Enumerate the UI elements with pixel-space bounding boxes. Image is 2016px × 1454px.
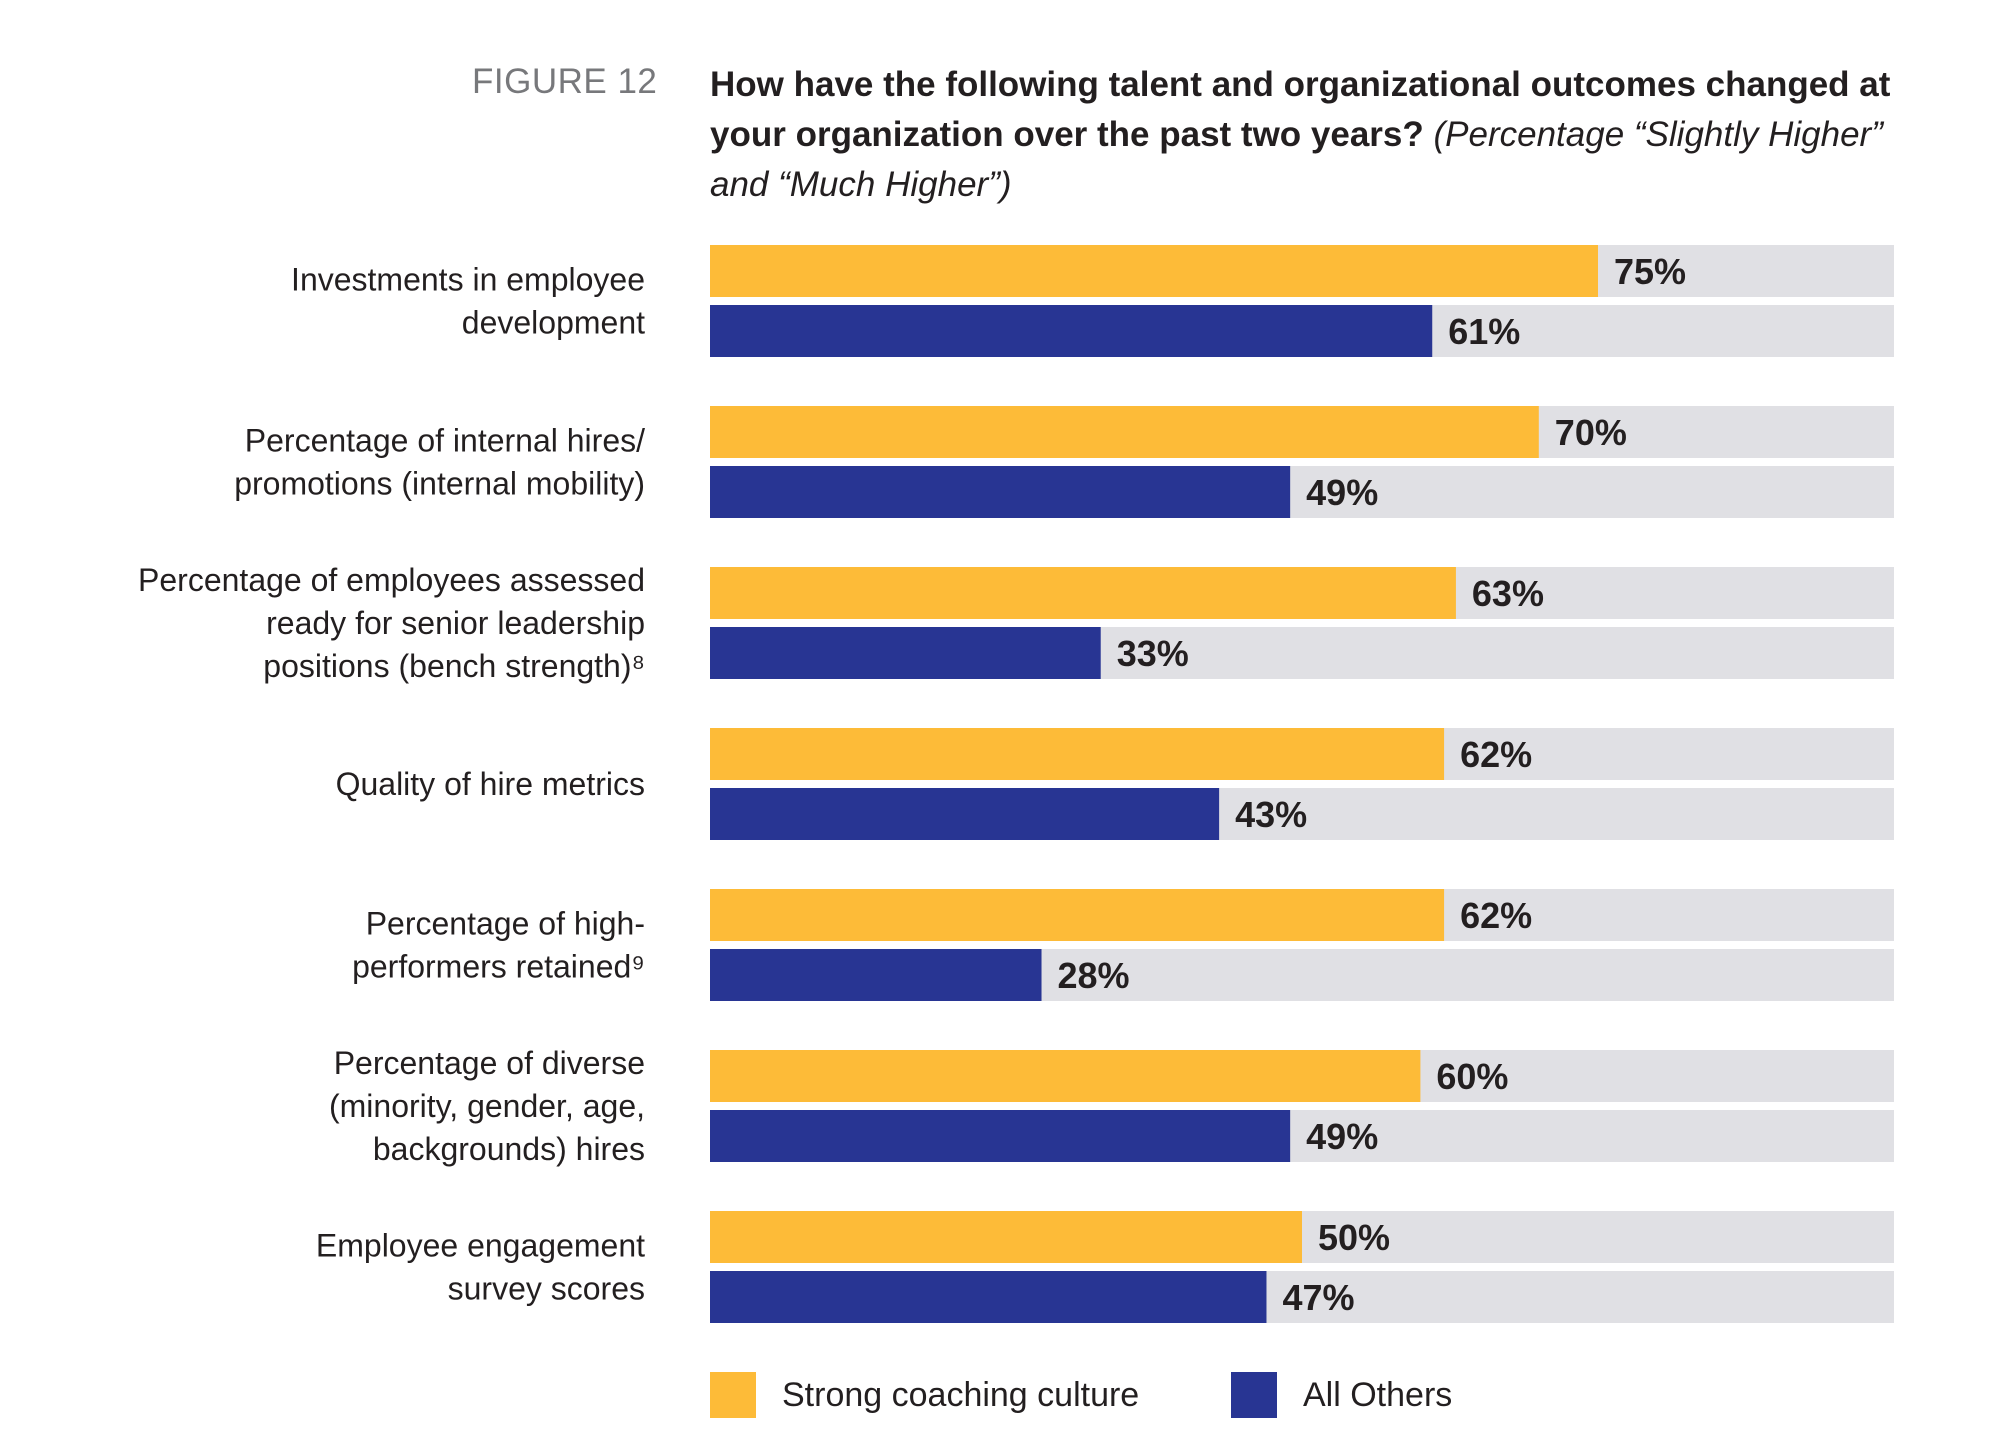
data-label-others: 33% bbox=[1117, 633, 1189, 674]
category-label: Percentage of employees assessed bbox=[138, 562, 645, 598]
data-label-others: 49% bbox=[1306, 1116, 1378, 1157]
bar-strong bbox=[710, 1050, 1421, 1102]
bar-others bbox=[710, 1110, 1291, 1162]
category-label: positions (bench strength)⁸ bbox=[263, 648, 645, 684]
bar-others bbox=[710, 627, 1101, 679]
category-label: Investments in employee bbox=[291, 262, 645, 298]
bar-strong bbox=[710, 406, 1539, 458]
category-label: promotions (internal mobility) bbox=[234, 466, 645, 502]
category-label: ready for senior leadership bbox=[266, 605, 645, 641]
bar-others bbox=[710, 466, 1291, 518]
data-label-strong: 60% bbox=[1436, 1056, 1508, 1097]
data-label-strong: 63% bbox=[1472, 573, 1544, 614]
bar-strong bbox=[710, 567, 1456, 619]
figure-label: FIGURE 12 bbox=[472, 62, 658, 101]
category-label: development bbox=[462, 305, 645, 341]
category-label: Percentage of high- bbox=[366, 906, 645, 942]
category-label: performers retained⁹ bbox=[352, 949, 645, 985]
chart-title: How have the following talent and organi… bbox=[710, 60, 1940, 210]
bar-strong bbox=[710, 728, 1445, 780]
legend-swatch-others bbox=[1231, 1372, 1277, 1418]
category-label: backgrounds) hires bbox=[373, 1131, 645, 1167]
data-label-others: 61% bbox=[1448, 311, 1520, 352]
data-label-others: 47% bbox=[1282, 1277, 1354, 1318]
category-label: Percentage of diverse bbox=[334, 1045, 645, 1081]
data-label-others: 43% bbox=[1235, 794, 1307, 835]
category-label: survey scores bbox=[448, 1271, 645, 1307]
data-label-strong: 50% bbox=[1318, 1217, 1390, 1258]
data-label-strong: 62% bbox=[1460, 895, 1532, 936]
data-label-others: 28% bbox=[1058, 955, 1130, 996]
data-label-others: 49% bbox=[1306, 472, 1378, 513]
bar-others bbox=[710, 788, 1220, 840]
legend-label-strong: Strong coaching culture bbox=[782, 1375, 1140, 1414]
bar-others bbox=[710, 305, 1433, 357]
chart-title-main: How have the following talent and organi… bbox=[710, 65, 1891, 154]
chart-title-subtitle: (Percentage “Slightly Higher” and “Much … bbox=[710, 115, 1883, 204]
category-label: Employee engagement bbox=[316, 1228, 645, 1264]
legend-swatch-strong bbox=[710, 1372, 756, 1418]
bar-strong bbox=[710, 889, 1445, 941]
legend-label-others: All Others bbox=[1303, 1375, 1453, 1414]
category-label: Percentage of internal hires/ bbox=[245, 423, 645, 459]
category-label: (minority, gender, age, bbox=[329, 1088, 645, 1124]
bar-strong bbox=[710, 1211, 1302, 1263]
data-label-strong: 70% bbox=[1555, 412, 1627, 453]
category-label: Quality of hire metrics bbox=[336, 766, 645, 802]
bar-strong bbox=[710, 245, 1598, 297]
bar-others bbox=[710, 1271, 1267, 1323]
legend-item-others: All Others bbox=[1231, 1372, 1452, 1418]
data-label-strong: 75% bbox=[1614, 251, 1686, 292]
bar-others bbox=[710, 949, 1042, 1001]
legend-item-strong: Strong coaching culture bbox=[710, 1372, 1139, 1418]
data-label-strong: 62% bbox=[1460, 734, 1532, 775]
